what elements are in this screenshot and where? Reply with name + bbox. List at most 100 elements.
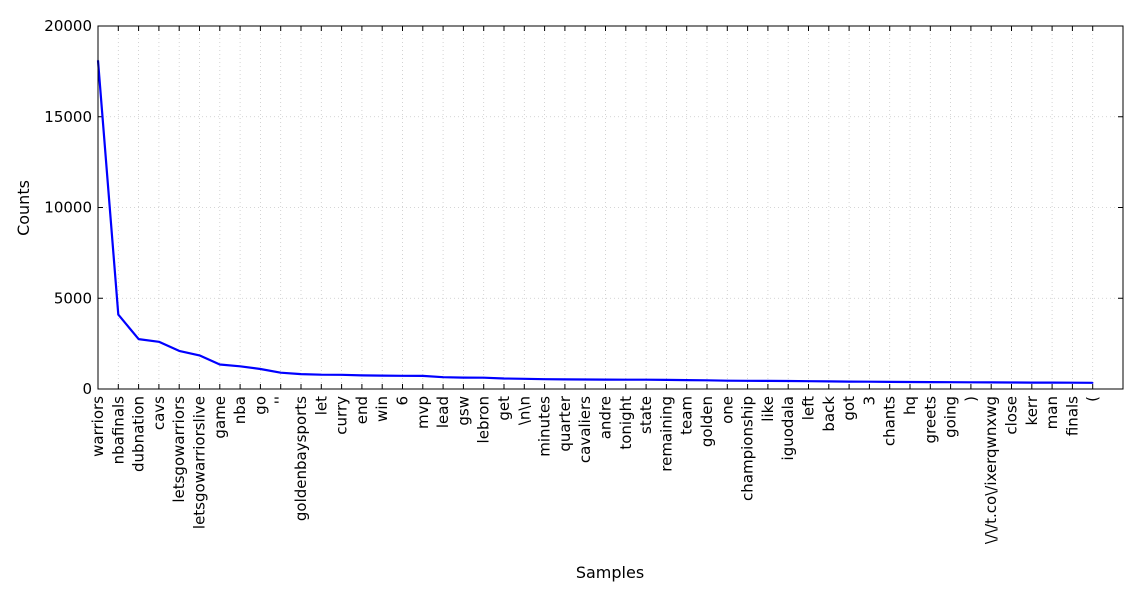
x-tick-label: greets (921, 396, 939, 444)
data-point (117, 313, 120, 316)
x-tick-label: cavs (150, 396, 168, 430)
data-point (462, 376, 465, 379)
data-point (503, 377, 505, 380)
x-tick-label: andre (597, 396, 615, 439)
x-tick-label: letsgowarriorslive (191, 396, 209, 529)
data-point (219, 363, 221, 366)
x-tick-label: lead (434, 396, 452, 428)
x-tick-label: end (353, 396, 371, 424)
data-point (381, 374, 384, 377)
data-point (929, 381, 932, 383)
x-axis-ticks: warriors nbafinals dubnation cavs letsgowarr… (89, 26, 1102, 544)
data-point (1091, 382, 1094, 384)
y-tick-label: 15000 (44, 108, 92, 126)
x-tick-label: dubnation (130, 396, 148, 472)
x-tick-label: game (211, 396, 229, 439)
x-tick-label: nba (231, 396, 249, 424)
data-point (584, 378, 586, 381)
data-point (665, 379, 668, 381)
x-tick-label: one (718, 396, 736, 424)
data-point (239, 365, 241, 368)
data-point (970, 381, 972, 384)
data-point (807, 380, 810, 382)
x-tick-label: gsw (454, 396, 472, 426)
y-tick-label: 0 (82, 380, 92, 398)
data-point (1031, 381, 1033, 384)
data-point (868, 380, 871, 383)
data-point (158, 341, 160, 343)
data-point (706, 379, 708, 382)
data-point (259, 368, 262, 370)
x-tick-label: team (678, 396, 696, 435)
data-point (645, 378, 647, 381)
data-point (888, 381, 891, 383)
x-tick-label: \/\/t.co\/ixerqwnxwg (982, 396, 1000, 544)
x-tick-label: nbafinals (109, 396, 127, 465)
data-point (279, 371, 282, 374)
data-point (340, 374, 343, 376)
x-tick-label: warriors (89, 396, 107, 457)
data-point (726, 379, 729, 382)
data-point (300, 373, 302, 375)
x-tick-label: finals (1063, 396, 1081, 436)
y-axis-ticks: 0 5000 10000 15000 20000 (44, 17, 1123, 398)
data-point (543, 378, 546, 380)
data-point (564, 378, 566, 381)
x-tick-label: win (373, 396, 391, 422)
y-tick-label: 20000 (44, 17, 92, 35)
data-point (949, 381, 952, 383)
x-tick-label: kerr (1023, 395, 1041, 425)
data-point (1071, 381, 1074, 384)
x-tick-label: back (820, 396, 838, 432)
x-tick-label: get (495, 396, 513, 421)
y-axis-label: Counts (14, 180, 33, 236)
data-point (767, 380, 769, 382)
y-tick-label: 10000 (44, 199, 92, 217)
data-point (746, 380, 749, 382)
x-tick-label: going (942, 396, 960, 438)
x-tick-label: championship (739, 396, 757, 501)
y-tick-label: 5000 (54, 289, 92, 307)
x-tick-label: left (800, 396, 818, 420)
x-tick-label: lebron (475, 396, 493, 443)
x-tick-label: golden (698, 396, 716, 447)
x-tick-label: 3 (860, 396, 878, 406)
data-point (482, 376, 485, 379)
data-point (848, 380, 850, 383)
x-tick-label: \n\n (515, 396, 533, 425)
x-tick-label: state (637, 396, 655, 434)
x-tick-label: let (312, 396, 330, 415)
x-tick-label: man (1043, 396, 1061, 429)
x-tick-label: '' (272, 396, 290, 404)
data-point (1051, 381, 1053, 384)
grid-lines (98, 26, 1123, 389)
data-point (604, 378, 607, 381)
data-point (787, 380, 789, 382)
data-point (320, 373, 323, 376)
data-point (523, 378, 526, 380)
data-point (828, 380, 830, 383)
data-point (137, 338, 140, 340)
plot-frame (97, 25, 1124, 390)
x-tick-label: curry (333, 396, 351, 435)
x-tick-label: got (840, 396, 858, 421)
x-tick-label: go (251, 396, 269, 415)
data-point (990, 381, 992, 384)
data-point (401, 374, 404, 377)
x-tick-label: remaining (657, 396, 675, 472)
x-tick-label: ) (962, 396, 980, 402)
x-axis-label: Samples (576, 563, 644, 582)
data-point (909, 381, 911, 383)
data-point (422, 375, 424, 377)
x-tick-label: cavaliers (576, 396, 594, 463)
x-tick-label: mvp (414, 396, 432, 429)
data-point (178, 350, 180, 352)
x-tick-label: hq (901, 396, 919, 415)
x-tick-label: ( (1084, 396, 1102, 402)
data-point (1010, 381, 1013, 384)
data-point (442, 376, 444, 379)
x-tick-label: goldenbaysports (292, 396, 310, 521)
x-tick-label: 6 (394, 396, 412, 406)
x-tick-label: quarter (556, 395, 574, 451)
